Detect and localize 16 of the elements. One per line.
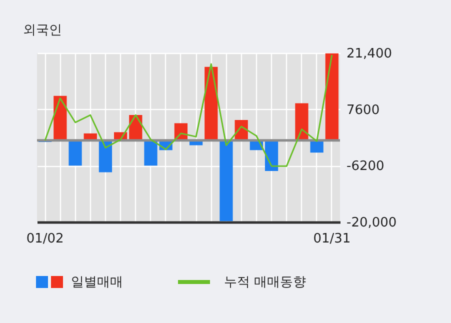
bar xyxy=(295,103,308,140)
x-tick-label: 01/31 xyxy=(313,232,351,246)
bar xyxy=(144,140,158,166)
bar xyxy=(325,53,338,140)
y-tick-label: 7600 xyxy=(346,102,380,118)
legend-label: 일별매매 xyxy=(71,274,123,291)
bar xyxy=(220,140,233,222)
y-tick-label: -6200 xyxy=(346,159,384,174)
line-series xyxy=(44,54,333,167)
bar xyxy=(98,140,112,172)
legend-label: 누적 매매동향 xyxy=(224,274,306,291)
y-tick-label: -20,000 xyxy=(346,216,397,230)
y-tick-label: 21,400 xyxy=(346,46,392,62)
chart-title: 외국인 xyxy=(23,23,62,38)
bar xyxy=(68,140,82,166)
x-tick-label: 01/02 xyxy=(26,232,64,246)
